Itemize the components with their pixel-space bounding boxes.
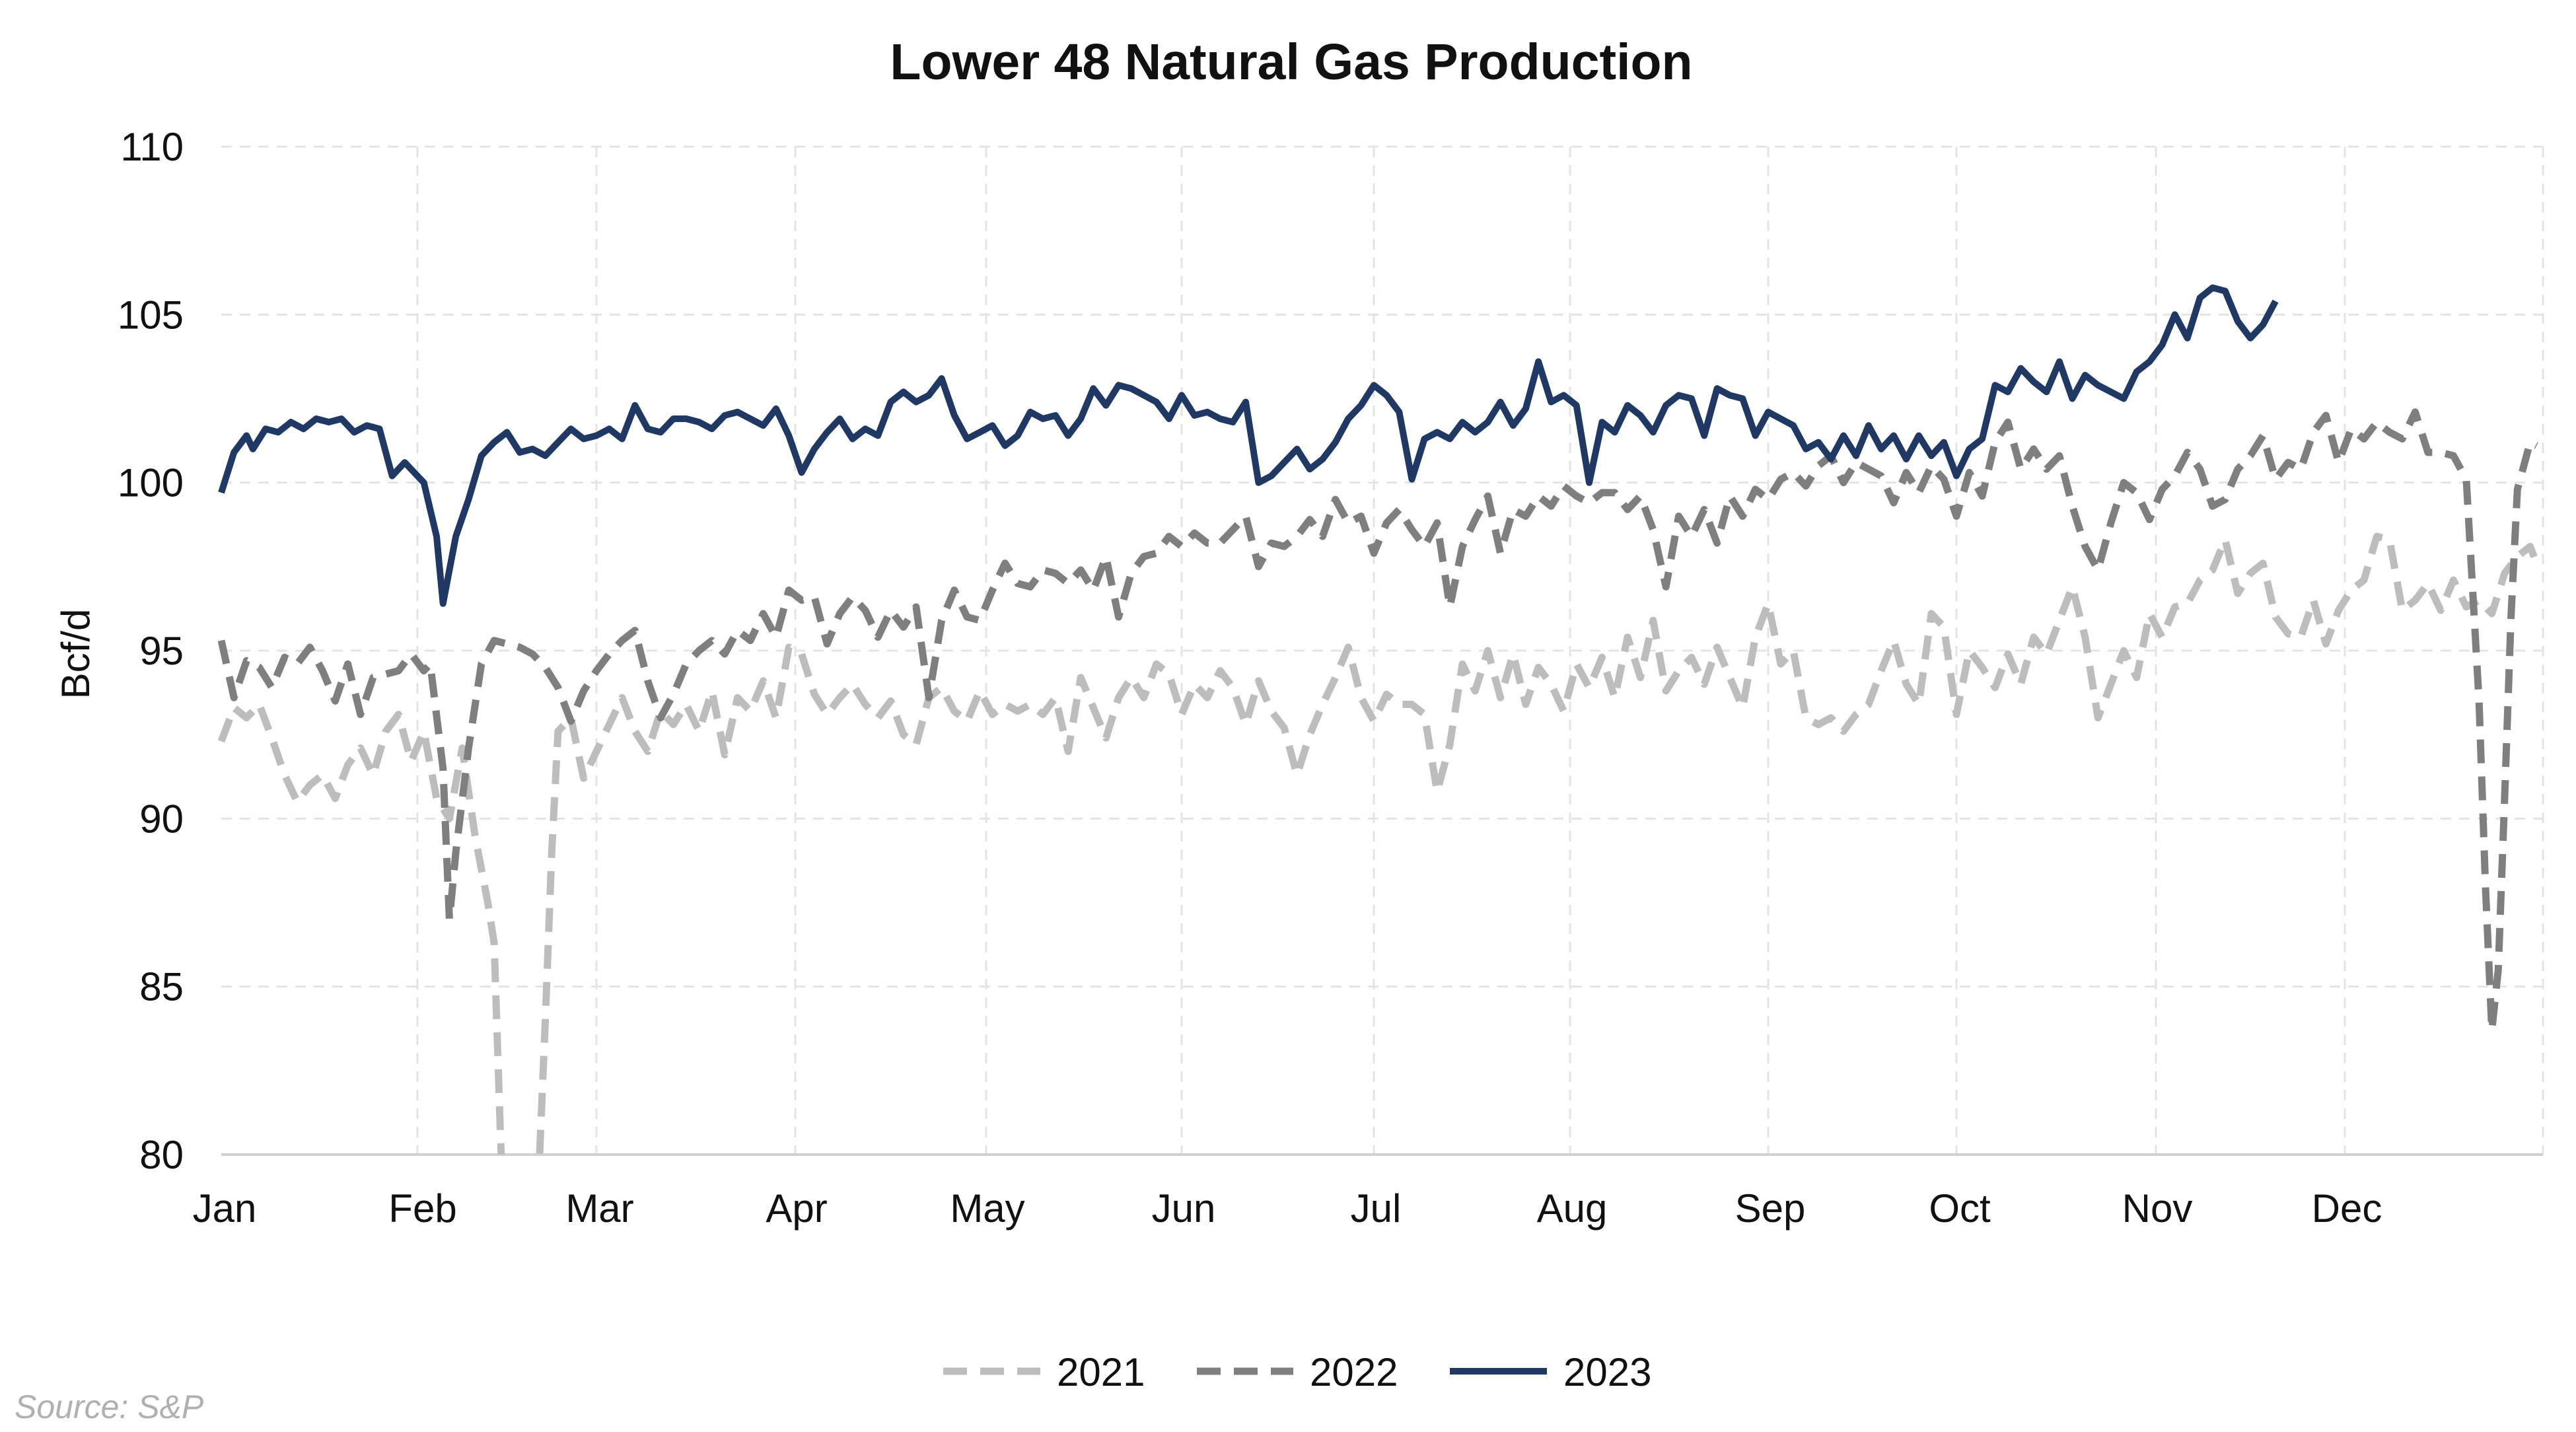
- legend-item-2023: 2023: [1450, 1350, 1651, 1394]
- legend: 2021 2022 2023: [943, 1350, 1651, 1394]
- y-tick-label: 95: [139, 629, 184, 673]
- x-tick-label: Jan: [193, 1186, 257, 1231]
- legend-label-2023: 2023: [1563, 1350, 1651, 1394]
- x-tick-label: Jun: [1152, 1186, 1216, 1231]
- x-tick-label: Nov: [2122, 1186, 2193, 1231]
- series-line-2021: [218, 532, 2540, 1155]
- series-layer: [218, 284, 2540, 1155]
- legend-label-2022: 2022: [1310, 1350, 1398, 1394]
- legend-item-2022: 2022: [1197, 1350, 1398, 1394]
- legend-label-2021: 2021: [1057, 1350, 1145, 1394]
- y-tick-label: 85: [139, 965, 184, 1009]
- series-line-2022: [218, 408, 2538, 1034]
- y-tick-label: 80: [139, 1133, 184, 1177]
- y-tick-label: 100: [118, 461, 184, 505]
- x-tick-label: Feb: [388, 1186, 456, 1231]
- x-tick-label: Sep: [1735, 1186, 1806, 1231]
- x-tick-label: Oct: [1929, 1186, 1991, 1231]
- x-tick-label: Aug: [1537, 1186, 1608, 1231]
- legend-item-2021: 2021: [943, 1350, 1145, 1394]
- x-tick-label: Mar: [565, 1186, 633, 1231]
- x-tick-label: May: [950, 1186, 1024, 1231]
- x-tick-label: Jul: [1351, 1186, 1402, 1231]
- source-note: Source: S&P: [15, 1388, 204, 1425]
- x-tick-label: Apr: [766, 1186, 827, 1231]
- y-tick-label: 105: [118, 293, 184, 337]
- chart-title: Lower 48 Natural Gas Production: [890, 34, 1692, 90]
- y-axis-label: Bcf/d: [54, 609, 98, 699]
- grid-layer: [221, 145, 2544, 1155]
- y-tick-label: 110: [120, 125, 184, 169]
- y-tick-label: 90: [139, 797, 184, 841]
- x-tick-label: Dec: [2312, 1186, 2382, 1231]
- series-line-2023: [218, 284, 2279, 607]
- axis-layer: 80 85 90 95 100 105 110 Jan Feb Mar Apr May Jun Jul Au…: [118, 125, 2543, 1231]
